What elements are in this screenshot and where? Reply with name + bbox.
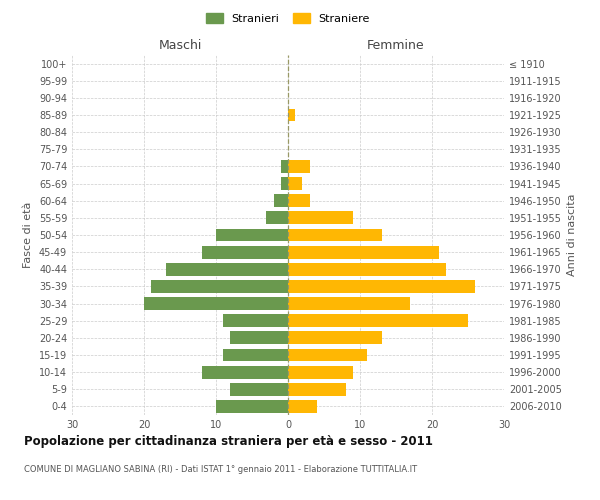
Bar: [288, 246, 439, 258]
Bar: [230, 383, 288, 396]
Bar: [281, 177, 288, 190]
Bar: [288, 212, 353, 224]
Text: Femmine: Femmine: [367, 38, 425, 52]
Bar: [166, 263, 288, 276]
Bar: [288, 383, 346, 396]
Bar: [223, 348, 288, 362]
Bar: [288, 314, 468, 327]
Bar: [288, 297, 410, 310]
Bar: [288, 177, 302, 190]
Bar: [151, 280, 288, 293]
Bar: [288, 160, 310, 173]
Legend: Stranieri, Straniere: Stranieri, Straniere: [204, 10, 372, 26]
Bar: [288, 263, 446, 276]
Bar: [274, 194, 288, 207]
Bar: [223, 314, 288, 327]
Bar: [288, 280, 475, 293]
Bar: [288, 108, 295, 122]
Bar: [202, 366, 288, 378]
Bar: [288, 400, 317, 413]
Bar: [288, 228, 382, 241]
Y-axis label: Fasce di età: Fasce di età: [23, 202, 33, 268]
Bar: [216, 228, 288, 241]
Bar: [230, 332, 288, 344]
Bar: [202, 246, 288, 258]
Bar: [216, 400, 288, 413]
Bar: [288, 366, 353, 378]
Bar: [144, 297, 288, 310]
Y-axis label: Anni di nascita: Anni di nascita: [567, 194, 577, 276]
Bar: [288, 348, 367, 362]
Bar: [288, 194, 310, 207]
Bar: [281, 160, 288, 173]
Text: Popolazione per cittadinanza straniera per età e sesso - 2011: Popolazione per cittadinanza straniera p…: [24, 435, 433, 448]
Bar: [266, 212, 288, 224]
Text: Maschi: Maschi: [158, 38, 202, 52]
Bar: [288, 332, 382, 344]
Text: COMUNE DI MAGLIANO SABINA (RI) - Dati ISTAT 1° gennaio 2011 - Elaborazione TUTTI: COMUNE DI MAGLIANO SABINA (RI) - Dati IS…: [24, 465, 417, 474]
